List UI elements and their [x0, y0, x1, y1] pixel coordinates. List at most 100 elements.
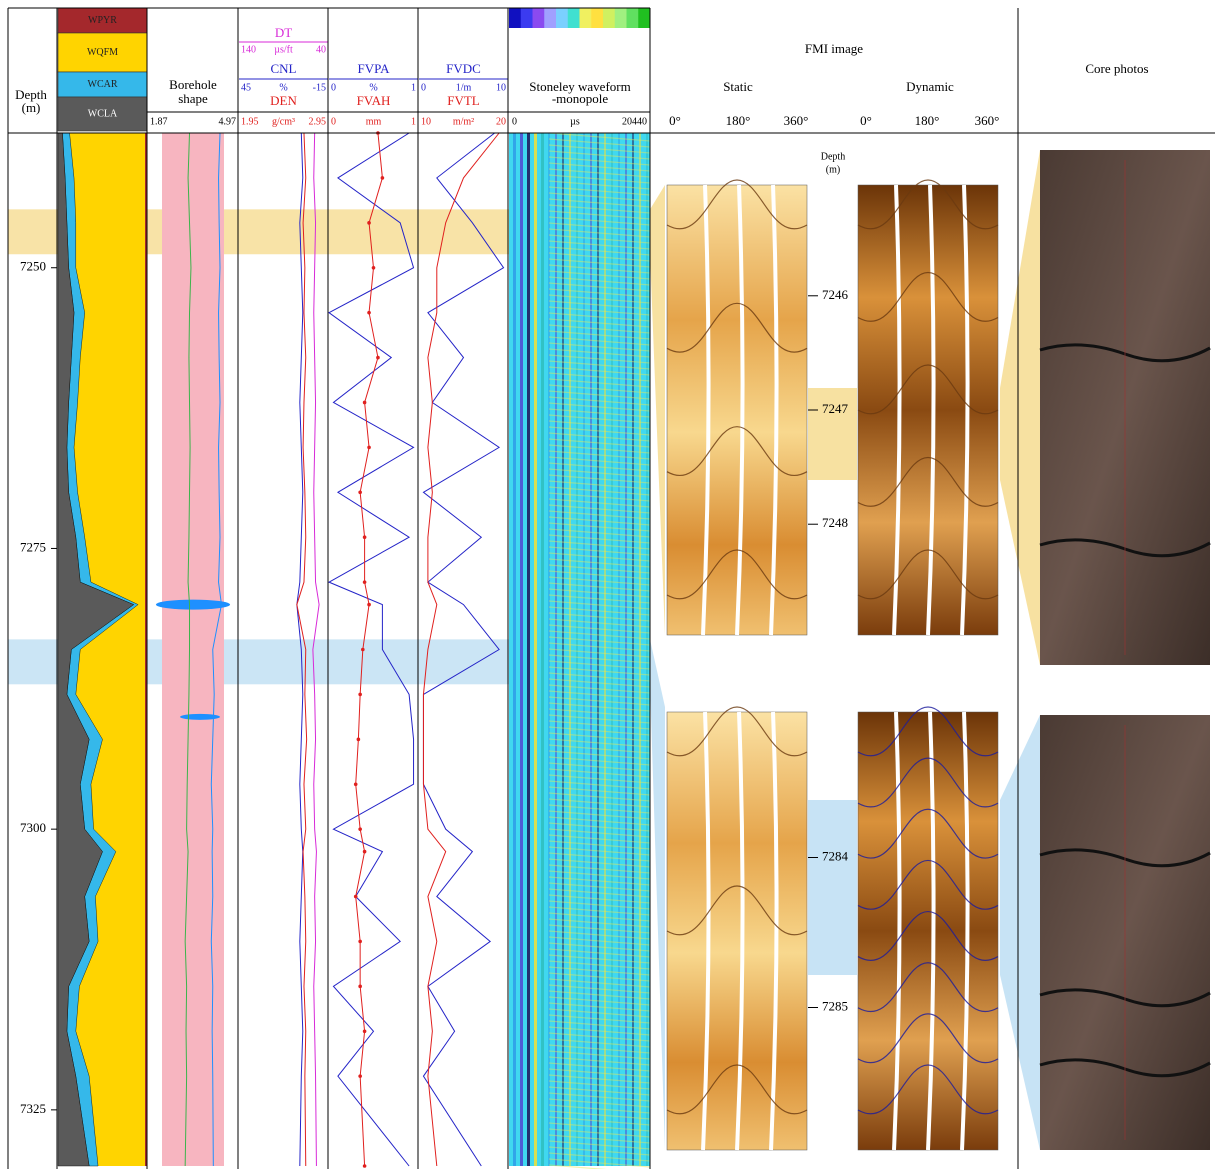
- fmi-pad-gap: [960, 711, 970, 1151]
- stoneley-wave: [548, 492, 651, 502]
- fvah-point: [362, 535, 367, 540]
- fvah-point: [367, 602, 371, 607]
- stoneley-wave: [548, 888, 651, 898]
- scale-label: 140: [241, 44, 256, 55]
- breakout: [156, 599, 230, 610]
- scale-unit: µs/ft: [274, 44, 293, 55]
- stoneley-wave: [548, 1092, 651, 1102]
- stoneley-wave: [548, 396, 651, 406]
- stoneley-wave: [548, 600, 651, 610]
- legend-label: WCLA: [88, 108, 118, 119]
- fvah-point: [358, 1074, 362, 1078]
- stoneley-wave: [548, 300, 651, 310]
- stoneley-wave: [548, 366, 651, 376]
- fvah-point: [353, 782, 358, 787]
- stoneley-wave: [548, 666, 651, 676]
- stoneley-wave: [548, 1068, 651, 1078]
- stoneley-wave: [548, 552, 651, 562]
- stoneley-wave: [548, 378, 651, 388]
- main-layer: WPYRWQFMWCARWCLADepth(m)7250727573007325…: [7, 7, 1215, 1169]
- fvah-point: [376, 355, 380, 360]
- stoneley-wave: [548, 510, 651, 520]
- stoneley-wave: [548, 714, 651, 724]
- scale-label: 10: [496, 82, 506, 93]
- stoneley-wave: [548, 924, 651, 934]
- stoneley-wave: [548, 690, 651, 700]
- fmi-pad-gap: [769, 184, 779, 636]
- stoneley-wave: [548, 1140, 651, 1150]
- stoneley-wave: [548, 180, 651, 190]
- fmi-sinusoid: [857, 910, 999, 961]
- fmi-image: [666, 184, 808, 636]
- stoneley-wave: [548, 438, 651, 448]
- stoneley-wave: [548, 306, 651, 316]
- stoneley-stripe: [520, 133, 523, 1166]
- stoneley-wave: [548, 1074, 651, 1084]
- depth-tick-label: 7300: [20, 820, 46, 835]
- stoneley-wave: [548, 516, 651, 526]
- fmi-sinusoid: [857, 962, 999, 1012]
- stoneley-wave: [548, 498, 651, 508]
- stoneley-wave: [548, 696, 651, 706]
- stoneley-wave: [548, 1032, 651, 1042]
- stoneley-wave: [548, 630, 651, 640]
- stoneley-wave: [548, 996, 651, 1006]
- fmi-sinusoid: [857, 859, 999, 910]
- legend-label: WPYR: [88, 15, 117, 26]
- fvah-point: [358, 490, 362, 495]
- stoneley-wave: [548, 678, 651, 688]
- connector: [650, 639, 665, 1150]
- stoneley-wave: [548, 624, 651, 634]
- stoneley-wave: [548, 468, 651, 478]
- fvah-point: [358, 827, 362, 831]
- borehole-curve: [184, 132, 192, 1167]
- colorbar-cell: [591, 8, 604, 28]
- stoneley-wave: [548, 1146, 651, 1156]
- stoneley-wave: [548, 1062, 651, 1072]
- scale-label: 40: [316, 44, 326, 55]
- colorbar-cell: [520, 8, 533, 28]
- fvah-point: [380, 176, 385, 180]
- stoneley-wave: [548, 978, 651, 988]
- angle-label: 180°: [915, 113, 940, 128]
- stoneley-wave: [548, 792, 651, 802]
- stoneley-stripe: [527, 133, 530, 1166]
- scale-label: 20440: [622, 116, 647, 127]
- fmi-sinusoid: [857, 456, 999, 507]
- colorbar-cell: [567, 8, 580, 28]
- stoneley-wave: [548, 930, 651, 940]
- scale-label: 1: [411, 82, 416, 93]
- fmi-sinusoid: [857, 1013, 999, 1064]
- depth-axis-title: (m): [22, 100, 41, 115]
- scale-label: 4.97: [219, 116, 237, 127]
- angle-label: 0°: [860, 113, 872, 128]
- fvah-point: [367, 310, 371, 315]
- stoneley-wave: [548, 834, 651, 844]
- stoneley-wave: [548, 1110, 651, 1120]
- stoneley-stripe: [597, 133, 599, 1166]
- log-curve: [422, 132, 505, 1167]
- wpyr-edge: [145, 133, 147, 1166]
- panel-title: Core photos: [1085, 61, 1148, 76]
- stoneley-wave: [548, 564, 651, 574]
- colorbar-cell: [626, 8, 639, 28]
- stoneley-wave: [548, 138, 651, 148]
- stoneley-wave: [548, 960, 651, 970]
- fvah-point: [362, 1029, 367, 1034]
- scale-label: 45: [241, 82, 251, 93]
- stoneley-stripe: [604, 133, 606, 1166]
- stoneley-wave: [548, 216, 651, 226]
- stoneley-wave: [548, 804, 651, 814]
- stoneley-wave: [548, 594, 651, 604]
- stoneley-wave: [548, 228, 651, 238]
- fmi-sinusoid: [857, 808, 999, 859]
- fvah-point: [353, 894, 358, 899]
- scale-label: 20: [496, 116, 506, 127]
- fmi-sinusoid: [857, 549, 999, 600]
- stoneley-wave: [548, 162, 651, 172]
- legend-swatch: [57, 7, 148, 34]
- stoneley-wave: [548, 732, 651, 742]
- stoneley-wave: [548, 750, 651, 760]
- stoneley-wave: [548, 774, 651, 784]
- fvah-point: [367, 221, 371, 225]
